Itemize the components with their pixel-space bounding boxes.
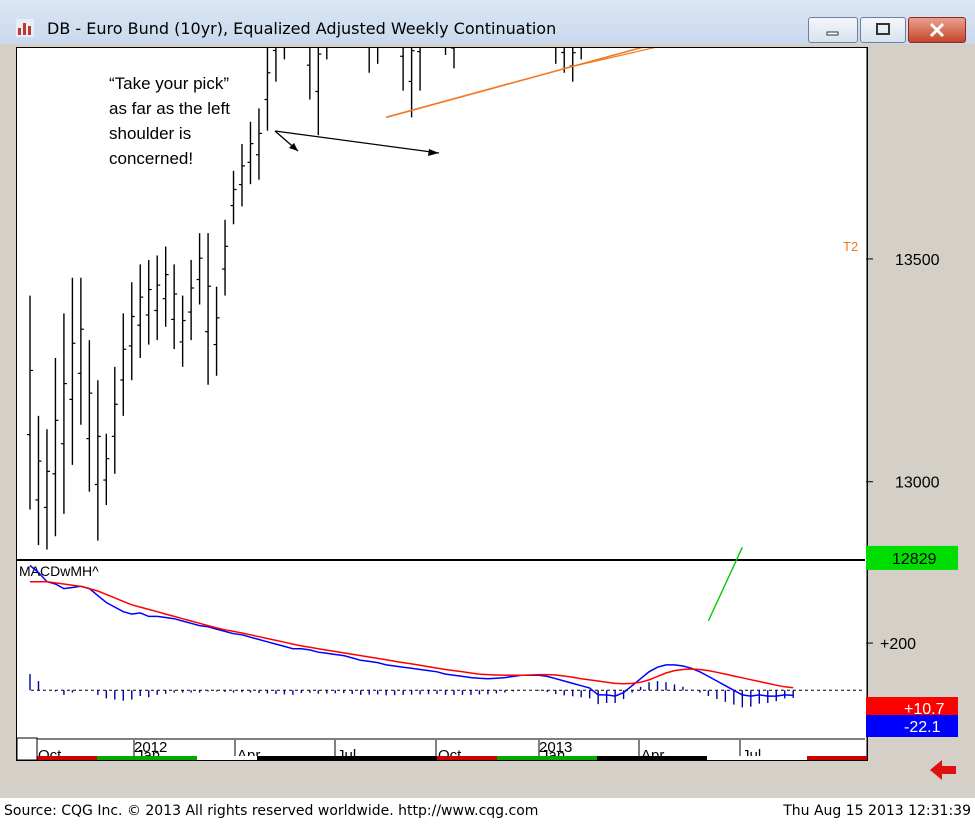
signal-line bbox=[30, 580, 794, 689]
close-icon bbox=[929, 22, 945, 38]
price-bar bbox=[162, 246, 169, 327]
macd-tick-label: +200 bbox=[880, 636, 916, 653]
chart-area[interactable]: T2 “Take your pick” as far as the left shou… bbox=[16, 47, 868, 761]
trendline-label: T2 bbox=[843, 239, 858, 254]
window-title: DB - Euro Bund (10yr), Equalized Adjuste… bbox=[47, 19, 557, 38]
price-box bbox=[866, 545, 958, 570]
price-bar bbox=[376, 48, 379, 64]
price-bar bbox=[555, 48, 557, 64]
price-bar bbox=[52, 357, 59, 537]
price-bar bbox=[255, 108, 262, 180]
price-bar bbox=[43, 429, 50, 550]
year-label: 2012 bbox=[134, 739, 167, 756]
price-bar bbox=[451, 48, 455, 69]
macd-value-label: -22.1 bbox=[904, 719, 941, 736]
minimize-button[interactable] bbox=[808, 17, 858, 43]
price-bar bbox=[315, 48, 322, 136]
price-bar bbox=[213, 286, 220, 376]
price-bar bbox=[137, 264, 144, 358]
price-bar bbox=[111, 366, 118, 474]
price-bar bbox=[60, 313, 67, 514]
macd-title: MACDwMH^ bbox=[19, 563, 99, 579]
price-bar bbox=[69, 277, 76, 465]
timestamp: Thu Aug 15 2013 12:31:39 bbox=[783, 803, 971, 819]
price-bar bbox=[222, 219, 229, 296]
price-bar bbox=[128, 282, 135, 381]
price-tick-label: 13000 bbox=[895, 475, 940, 492]
macd-line bbox=[29, 564, 794, 697]
app-chart-icon bbox=[16, 19, 34, 37]
annotation-text: “Take your pick” as far as the left should… bbox=[109, 74, 230, 168]
session-strip bbox=[707, 756, 807, 760]
session-strip bbox=[437, 756, 497, 760]
price-bar bbox=[188, 259, 195, 341]
price-bar bbox=[196, 233, 203, 305]
price-bar bbox=[154, 255, 161, 341]
price-bar bbox=[264, 48, 271, 131]
price-bar bbox=[306, 48, 311, 100]
session-strip bbox=[17, 756, 97, 760]
price-bar bbox=[145, 259, 152, 345]
price-bar bbox=[86, 340, 93, 492]
price-bar bbox=[120, 313, 127, 416]
price-bar bbox=[569, 48, 576, 82]
back-arrow-icon[interactable] bbox=[928, 757, 958, 783]
title-bar[interactable]: DB - Euro Bund (10yr), Equalized Adjuste… bbox=[0, 0, 975, 44]
green-trend-segment bbox=[707, 547, 743, 622]
session-strip bbox=[257, 756, 437, 760]
price-bar bbox=[283, 48, 286, 60]
price-bar bbox=[35, 415, 42, 546]
price-bar bbox=[77, 277, 84, 425]
price-bar bbox=[239, 144, 245, 207]
annotation-arrow-b bbox=[274, 130, 440, 154]
price-bar bbox=[94, 380, 101, 541]
price-bar bbox=[230, 170, 237, 225]
price-tick-label: 13500 bbox=[895, 252, 940, 269]
session-strip bbox=[97, 756, 197, 760]
macd-value-box bbox=[866, 697, 958, 719]
macd-value-label: +10.7 bbox=[904, 701, 945, 718]
session-strip bbox=[197, 756, 257, 760]
price-bar bbox=[272, 48, 277, 82]
status-footer: Source: CQG Inc. © 2013 All rights reser… bbox=[0, 798, 975, 825]
price-bar bbox=[205, 233, 212, 385]
session-strip bbox=[807, 756, 867, 760]
price-bar bbox=[247, 121, 254, 185]
price-bar bbox=[179, 295, 186, 367]
right-axis: 145001400013500130001401812829+200+10.7-… bbox=[866, 252, 958, 737]
chart-window: DB - Euro Bund (10yr), Equalized Adjuste… bbox=[0, 0, 975, 798]
price-bar bbox=[368, 48, 370, 73]
price-bar bbox=[444, 48, 447, 55]
price-chart-svg: T2 “Take your pick” as far as the left shou… bbox=[17, 48, 867, 760]
price-bar bbox=[417, 48, 421, 91]
session-strip bbox=[497, 756, 597, 760]
price-bar bbox=[561, 48, 565, 73]
price-bar bbox=[580, 48, 582, 60]
close-button[interactable] bbox=[908, 17, 966, 43]
trendline-t2 bbox=[385, 48, 643, 119]
price-bar bbox=[103, 433, 110, 505]
trendline-t2-upper bbox=[564, 48, 656, 69]
session-strip bbox=[597, 756, 707, 760]
source-credit: Source: CQG Inc. © 2013 All rights reser… bbox=[4, 803, 539, 819]
annotation-arrowhead-b bbox=[428, 149, 439, 156]
price-bar bbox=[27, 295, 33, 510]
corner-box bbox=[17, 737, 38, 760]
macd-value-box bbox=[866, 715, 958, 737]
price-bar bbox=[326, 48, 328, 60]
price-bar bbox=[400, 48, 404, 91]
price-bar bbox=[408, 48, 415, 118]
minimize-icon bbox=[826, 31, 839, 36]
maximize-icon bbox=[876, 23, 890, 35]
year-label: 2013 bbox=[539, 739, 572, 756]
price-bar bbox=[171, 264, 178, 350]
annotation-arrowhead-a bbox=[289, 143, 298, 151]
price-box-label: 12829 bbox=[892, 551, 937, 568]
maximize-button[interactable] bbox=[860, 17, 906, 43]
